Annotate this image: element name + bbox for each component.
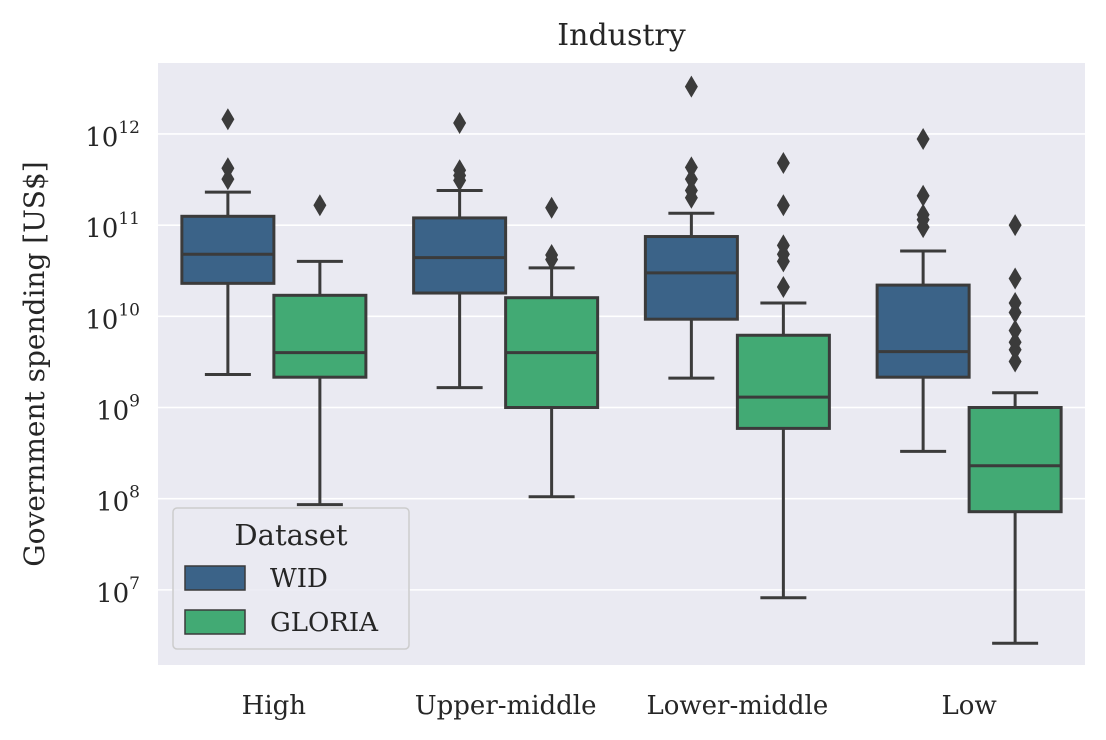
y-tick-label: 1010 <box>85 300 140 335</box>
box-wid <box>180 108 276 377</box>
outlier-point <box>916 184 930 207</box>
outlier-point <box>916 203 930 226</box>
outlier-point <box>684 168 698 191</box>
box-gloria <box>735 152 831 600</box>
y-tick-base: 10 <box>96 488 129 518</box>
y-tick-base: 10 <box>85 214 118 244</box>
legend-title: Dataset <box>234 518 348 552</box>
box-gloria <box>504 196 600 499</box>
outlier-point <box>776 194 790 217</box>
outlier-point <box>1008 331 1022 354</box>
y-tick-exponent: 8 <box>129 483 140 503</box>
y-tick-label: 108 <box>96 483 140 518</box>
legend: Dataset WID GLORIA <box>172 507 410 650</box>
y-tick-exponent: 11 <box>118 209 140 229</box>
x-tick-label: Upper-middle <box>415 691 597 721</box>
outlier-point <box>776 234 790 257</box>
box-series <box>180 75 1063 645</box>
iqr-box <box>272 293 368 379</box>
y-tick-label: 109 <box>96 392 140 427</box>
x-tick-label: Lower-middle <box>647 691 829 721</box>
outlier-point <box>1008 267 1022 290</box>
legend-label-wid: WID <box>270 564 328 594</box>
y-tick-base: 10 <box>96 579 129 609</box>
outlier-point <box>684 156 698 179</box>
y-tick-base: 10 <box>96 397 129 427</box>
outlier-point <box>916 128 930 151</box>
y-tick-label: 107 <box>96 574 140 609</box>
y-tick-label: 1012 <box>85 118 140 153</box>
iqr-box <box>643 235 739 321</box>
outlier-point <box>453 159 467 182</box>
box-wid <box>643 75 739 380</box>
outlier-point <box>1008 291 1022 314</box>
y-tick-base: 10 <box>85 123 118 153</box>
legend-swatch-wid <box>184 565 246 591</box>
box-wid <box>412 111 508 390</box>
iqr-box <box>967 406 1063 514</box>
outlier-point <box>1008 214 1022 237</box>
outlier-point <box>453 111 467 134</box>
legend-label-gloria: GLORIA <box>270 608 379 638</box>
box-gloria <box>967 214 1063 645</box>
y-axis-label: Government spending [US$] <box>18 161 51 566</box>
y-tick-exponent: 12 <box>118 118 140 138</box>
box-wid <box>875 128 971 453</box>
outlier-point <box>545 244 559 267</box>
outlier-point <box>221 157 235 180</box>
chart-title: Industry <box>557 18 685 53</box>
y-tick-label: 1011 <box>85 209 140 244</box>
outlier-point <box>313 194 327 217</box>
outlier-point <box>684 75 698 98</box>
iqr-box <box>735 333 831 430</box>
outlier-point <box>776 152 790 175</box>
outlier-point <box>776 275 790 298</box>
legend-swatch-gloria <box>184 609 246 635</box>
x-tick-label: High <box>242 691 307 721</box>
y-tick-exponent: 10 <box>118 300 140 320</box>
y-tick-exponent: 7 <box>129 574 140 594</box>
x-axis-ticks: High Upper-middle Lower-middle Low <box>242 691 997 721</box>
iqr-box <box>180 214 276 285</box>
outlier-point <box>684 179 698 202</box>
y-tick-exponent: 9 <box>129 392 140 412</box>
box-gloria <box>272 194 368 507</box>
iqr-box <box>412 216 508 295</box>
x-tick-label: Low <box>942 691 997 721</box>
iqr-box <box>875 283 971 379</box>
outlier-point <box>545 196 559 219</box>
outlier-point <box>1008 319 1022 342</box>
outlier-point <box>1008 350 1022 373</box>
outlier-point <box>221 108 235 131</box>
y-tick-base: 10 <box>85 305 118 335</box>
